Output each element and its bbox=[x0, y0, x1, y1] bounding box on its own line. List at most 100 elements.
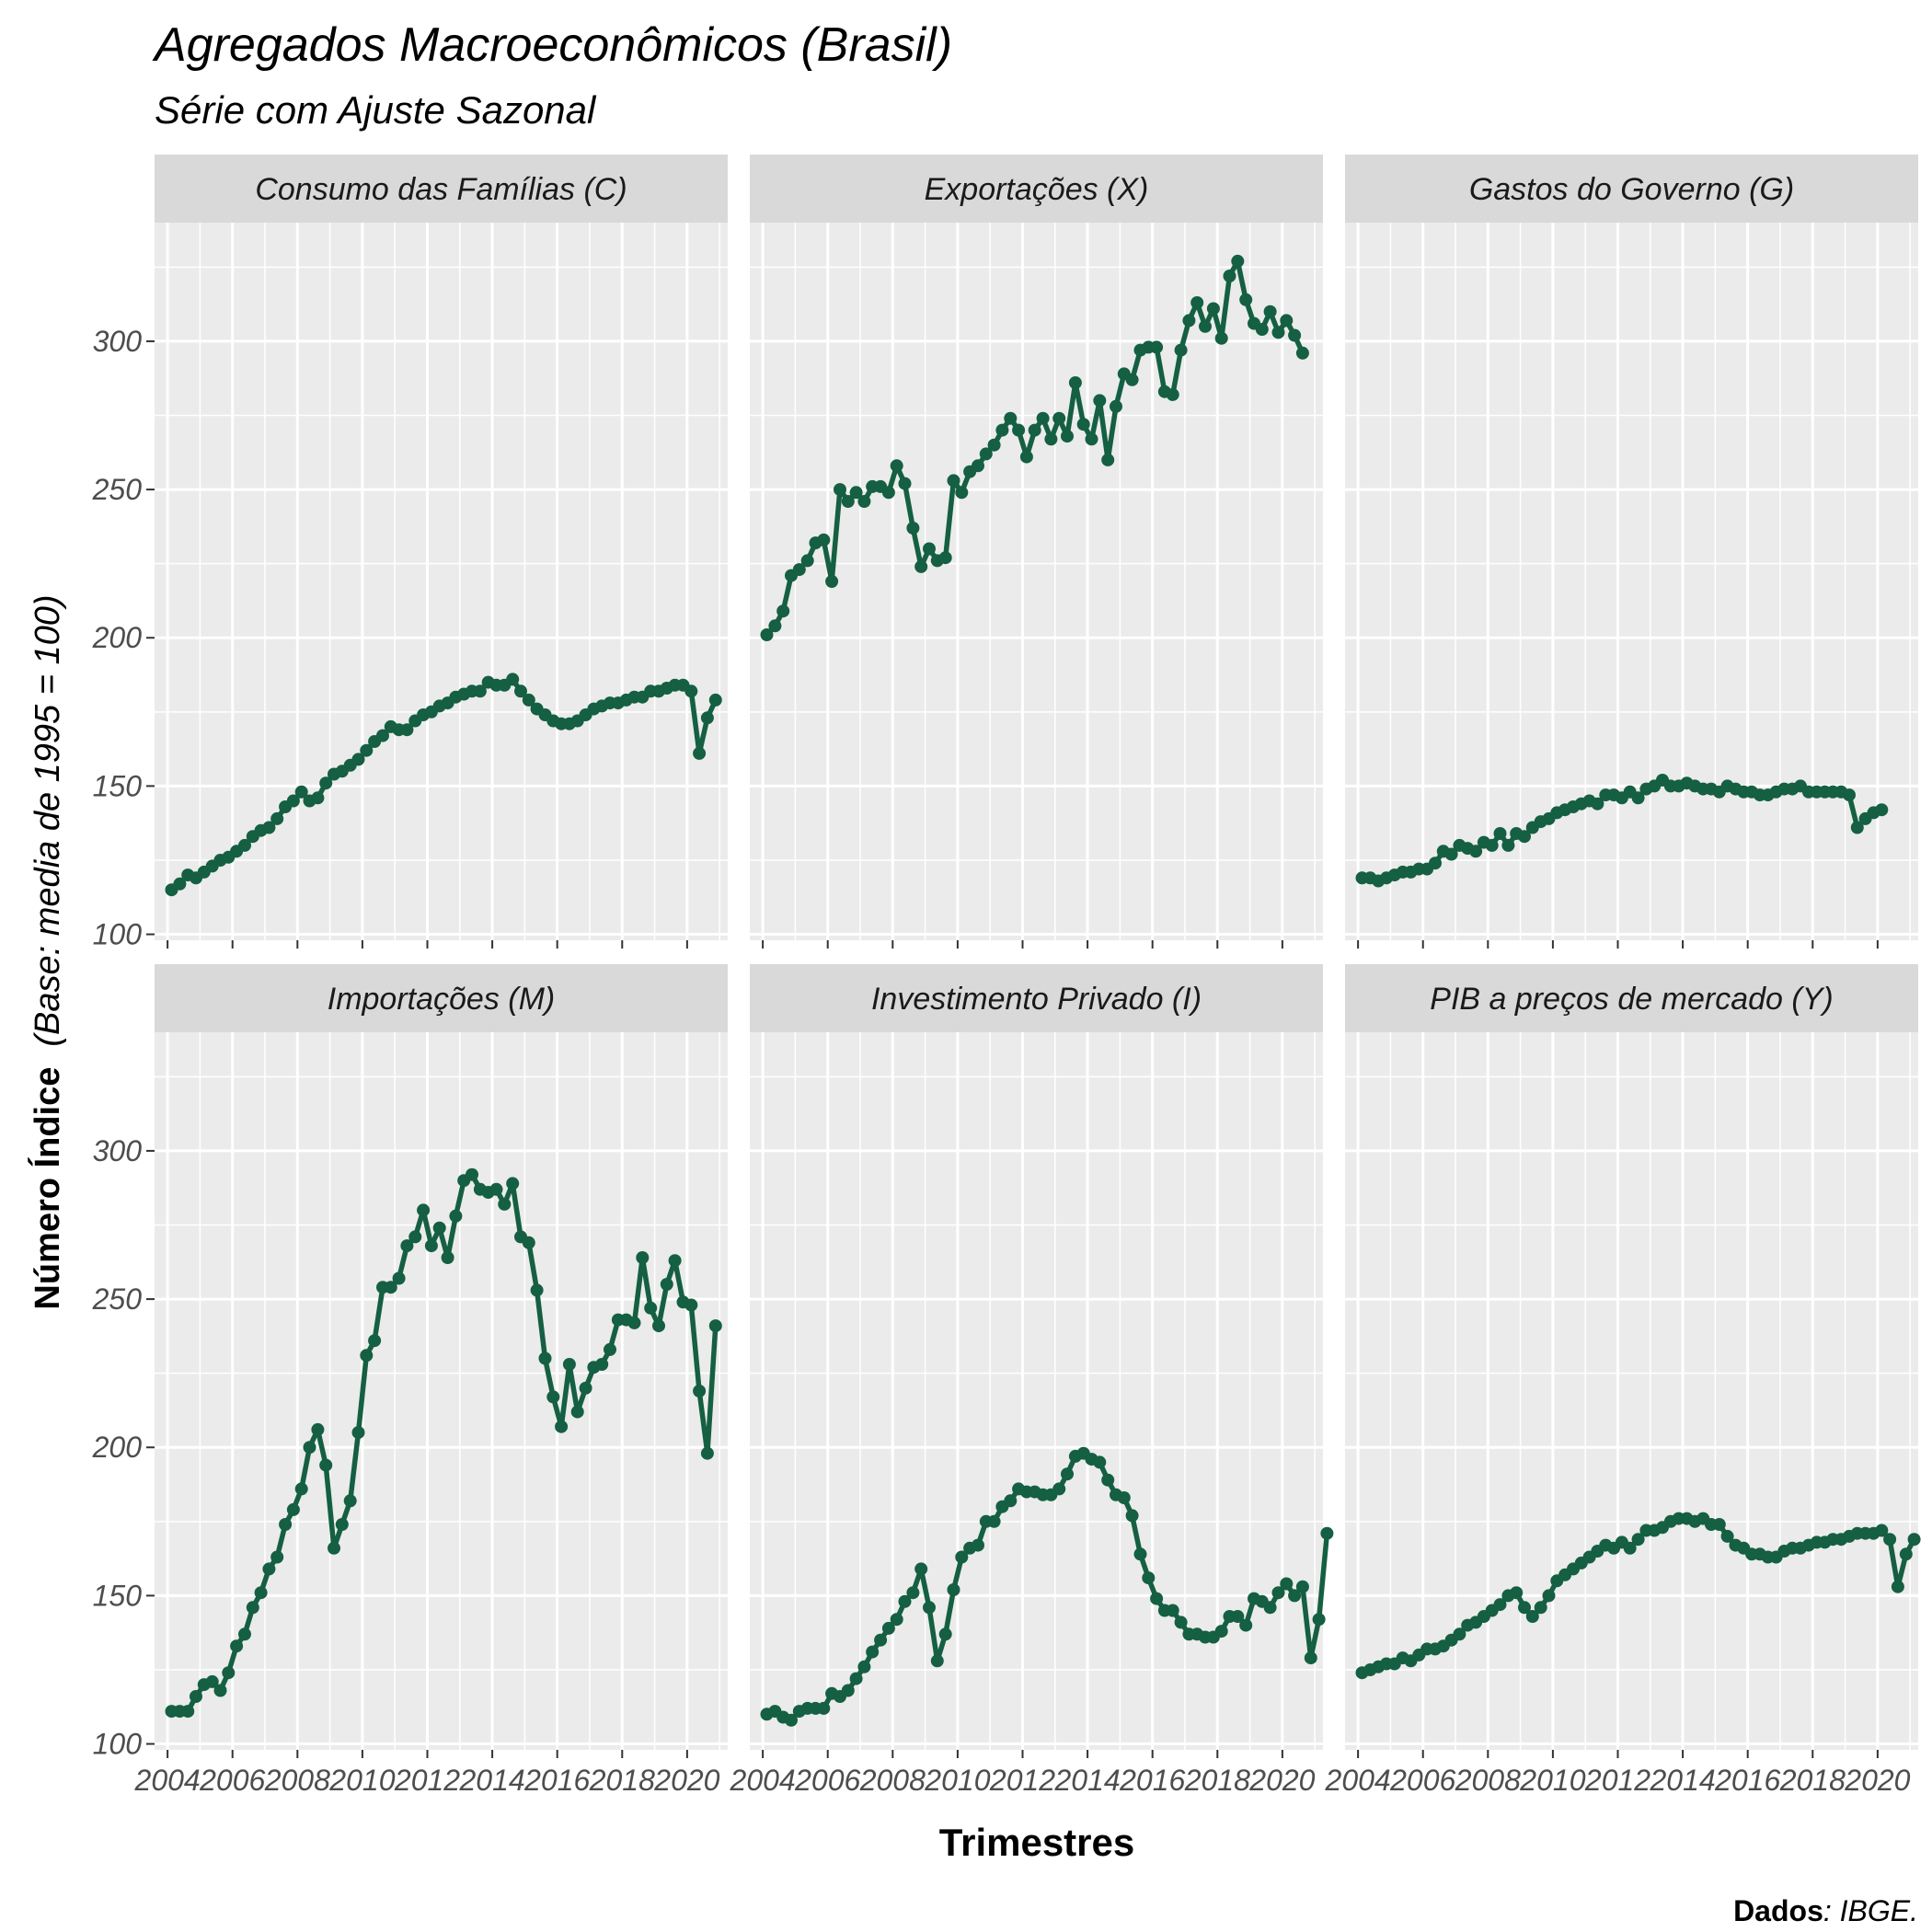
data-point bbox=[1493, 827, 1507, 840]
y-tick-label: 150 bbox=[93, 1579, 143, 1612]
data-point bbox=[1271, 1586, 1285, 1600]
data-point bbox=[205, 1674, 219, 1688]
facet-panels: Consumo das Famílias (C) 100 150 200 250 300 E… bbox=[92, 155, 1921, 1797]
data-point bbox=[684, 1298, 698, 1312]
data-point bbox=[1288, 328, 1302, 342]
data-point bbox=[857, 495, 871, 508]
data-point bbox=[776, 604, 790, 618]
data-point bbox=[849, 486, 863, 500]
data-point bbox=[376, 729, 389, 742]
data-point bbox=[1150, 1592, 1164, 1605]
data-point bbox=[1004, 1494, 1018, 1508]
x-tick-label: 2012 bbox=[394, 1764, 460, 1797]
facet-strip-label: Exportações (X) bbox=[925, 172, 1149, 207]
data-point bbox=[1320, 1526, 1334, 1540]
facet-panel: Investimento Privado (I) 2004 2006 2008 2010… bbox=[730, 964, 1334, 1797]
data-point bbox=[1631, 1533, 1645, 1547]
y-tick-label: 100 bbox=[93, 918, 143, 951]
x-tick-label: 2016 bbox=[1714, 1764, 1780, 1797]
data-point bbox=[700, 1446, 714, 1460]
data-point bbox=[230, 1639, 244, 1653]
data-point bbox=[1101, 1473, 1115, 1487]
facet-strip bbox=[1345, 964, 1918, 1032]
data-point bbox=[1061, 430, 1074, 443]
data-point bbox=[898, 1594, 912, 1608]
data-point bbox=[522, 693, 535, 707]
x-tick-label: 2012 bbox=[1584, 1764, 1650, 1797]
data-point bbox=[1280, 1577, 1294, 1591]
data-point bbox=[530, 1283, 544, 1297]
data-point bbox=[841, 495, 855, 508]
x-tick-label: 2004 bbox=[134, 1764, 201, 1797]
data-point bbox=[319, 1458, 333, 1472]
data-point bbox=[1493, 1598, 1507, 1612]
data-point bbox=[238, 1627, 251, 1641]
data-point bbox=[841, 1684, 855, 1697]
data-point bbox=[1028, 423, 1041, 437]
x-tick-label: 2016 bbox=[1119, 1764, 1185, 1797]
data-point bbox=[1444, 847, 1458, 861]
y-tick-label: 150 bbox=[93, 769, 143, 802]
data-point bbox=[473, 684, 487, 698]
data-point bbox=[246, 1601, 259, 1615]
data-point bbox=[890, 1613, 903, 1627]
data-point bbox=[303, 1441, 316, 1455]
data-point bbox=[1231, 1610, 1245, 1623]
data-point bbox=[881, 1621, 895, 1635]
data-point bbox=[1061, 1467, 1074, 1481]
data-point bbox=[1720, 1529, 1734, 1543]
data-point bbox=[792, 563, 806, 577]
data-point bbox=[1110, 399, 1122, 413]
x-tick-label: 2004 bbox=[1325, 1764, 1391, 1797]
data-point bbox=[595, 1358, 609, 1371]
data-point bbox=[1133, 1547, 1147, 1561]
data-point bbox=[498, 1197, 512, 1211]
data-point bbox=[1525, 1610, 1539, 1623]
data-point bbox=[898, 477, 912, 490]
data-point bbox=[360, 743, 374, 757]
data-point bbox=[1850, 821, 1864, 834]
data-point bbox=[987, 1514, 1001, 1528]
data-point bbox=[262, 1562, 276, 1576]
data-point bbox=[1068, 376, 1082, 389]
x-tick-label: 2014 bbox=[458, 1764, 524, 1797]
data-point bbox=[1101, 453, 1115, 466]
caption: Dados: IBGE. bbox=[1733, 1894, 1918, 1927]
facet-strip bbox=[1345, 155, 1918, 223]
data-point bbox=[1518, 1601, 1531, 1615]
data-point bbox=[1190, 296, 1204, 309]
data-point bbox=[857, 1660, 871, 1673]
data-point bbox=[768, 619, 782, 633]
data-point bbox=[1199, 319, 1212, 333]
data-point bbox=[708, 693, 722, 707]
data-point bbox=[1295, 346, 1309, 360]
data-point bbox=[1542, 1589, 1556, 1603]
data-point bbox=[1174, 343, 1188, 357]
y-tick-label: 250 bbox=[92, 1282, 143, 1316]
data-point bbox=[947, 1583, 960, 1596]
y-axis-label: Número Índice (Base: media de 1995 = 100) bbox=[27, 594, 67, 1309]
data-point bbox=[1166, 1604, 1179, 1617]
data-point bbox=[1125, 373, 1139, 386]
data-point bbox=[1174, 1616, 1188, 1629]
data-point bbox=[693, 1385, 707, 1397]
data-point bbox=[173, 877, 187, 891]
data-point bbox=[1891, 1580, 1904, 1593]
data-point bbox=[400, 723, 414, 737]
data-point bbox=[987, 438, 1001, 452]
data-point bbox=[874, 1633, 888, 1647]
chart-title: Agregados Macroeconômicos (Brasil) bbox=[152, 18, 952, 72]
data-point bbox=[972, 459, 984, 473]
data-point bbox=[1429, 857, 1442, 870]
data-point bbox=[222, 1666, 236, 1680]
data-point bbox=[604, 1342, 616, 1356]
data-point bbox=[636, 1251, 650, 1264]
data-point bbox=[546, 1390, 560, 1404]
y-axis-label-sub: (Base: media de 1995 = 100) bbox=[29, 594, 67, 1046]
data-point bbox=[1076, 418, 1090, 431]
data-point bbox=[351, 753, 365, 766]
data-point bbox=[1712, 1518, 1726, 1531]
y-tick-label: 300 bbox=[93, 1134, 143, 1167]
data-point bbox=[286, 794, 300, 808]
data-point bbox=[1510, 1586, 1524, 1600]
